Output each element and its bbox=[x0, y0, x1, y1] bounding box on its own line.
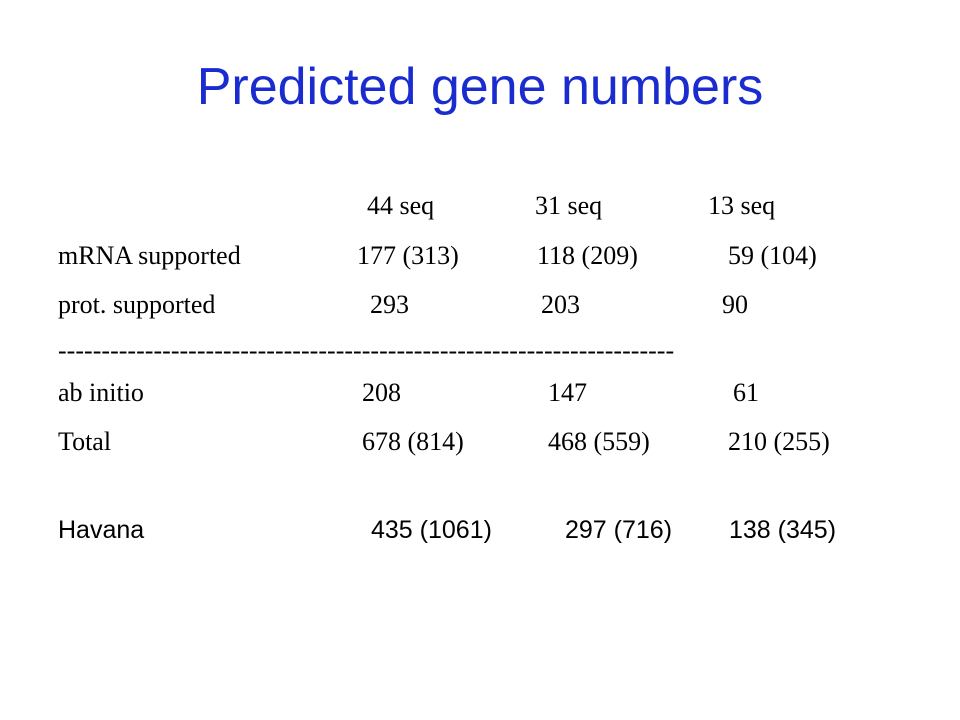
row-label-prot-supported: prot. supported bbox=[58, 290, 216, 319]
cell-prot-44: 293 bbox=[370, 290, 409, 319]
column-header-44-seq: 44 seq bbox=[367, 191, 435, 220]
cell-total-31: 468 (559) bbox=[548, 427, 650, 456]
cell-mrna-13: 59 (104) bbox=[728, 241, 817, 270]
cell-havana-44: 435 (1061) bbox=[371, 516, 492, 544]
cell-havana-31: 297 (716) bbox=[565, 516, 673, 544]
dashed-divider: ----------------------------------------… bbox=[58, 338, 675, 364]
cell-havana-13: 138 (345) bbox=[729, 516, 837, 544]
slide-title: Predicted gene numbers bbox=[196, 58, 764, 116]
cell-mrna-31: 118 (209) bbox=[537, 241, 638, 270]
cell-total-44: 678 (814) bbox=[362, 427, 464, 456]
cell-mrna-44: 177 (313) bbox=[357, 241, 459, 270]
row-label-mrna-supported: mRNA supported bbox=[58, 241, 241, 270]
cell-abinitio-44: 208 bbox=[362, 378, 401, 407]
column-header-31-seq: 31 seq bbox=[535, 191, 603, 220]
cell-prot-31: 203 bbox=[541, 290, 580, 319]
row-label-ab-initio: ab initio bbox=[58, 378, 144, 407]
cell-abinitio-31: 147 bbox=[548, 378, 587, 407]
cell-total-13: 210 (255) bbox=[728, 427, 830, 456]
row-label-havana: Havana bbox=[58, 516, 145, 544]
cell-abinitio-13: 61 bbox=[733, 378, 759, 407]
column-header-13-seq: 13 seq bbox=[708, 191, 776, 220]
cell-prot-13: 90 bbox=[722, 290, 748, 319]
row-label-total: Total bbox=[58, 427, 112, 456]
